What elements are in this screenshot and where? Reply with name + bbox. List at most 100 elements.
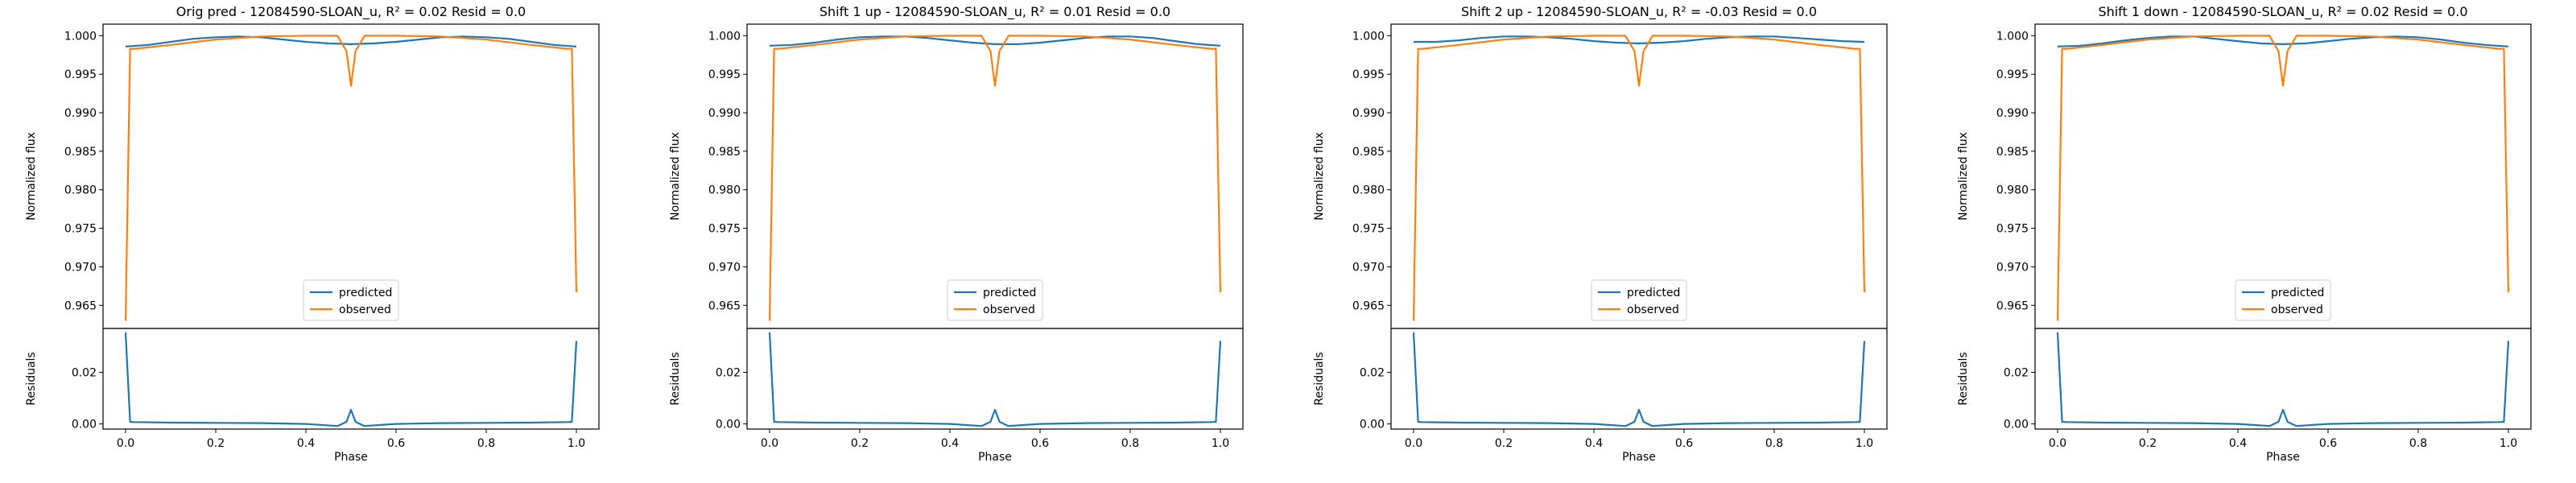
y-tick-label: 0.990: [1352, 107, 1385, 120]
x-tick-label: 0.8: [1765, 437, 1783, 450]
x-axis-label: Phase: [1622, 451, 1656, 464]
y-axis-label: Normalized flux: [669, 132, 682, 221]
x-tick-label: 0.0: [1405, 437, 1422, 450]
y-tick-label: 0.980: [64, 184, 97, 197]
chart-title: Shift 2 up - 12084590-SLOAN_u, R² = -0.0…: [1461, 4, 1817, 20]
x-tick-label: 0.4: [941, 437, 959, 450]
y-tick-label: 1.000: [1996, 30, 2029, 43]
y-tick-label: 0.980: [1352, 184, 1385, 197]
y-tick-label: 0.975: [708, 223, 741, 236]
y-axis-label: Normalized flux: [25, 132, 38, 221]
y-tick-label: 0.970: [708, 261, 741, 274]
series-line-predicted: [769, 35, 1221, 47]
x-tick-label: 0.8: [1121, 437, 1139, 450]
x-tick-label: 1.0: [1856, 437, 1873, 450]
x-tick-label: 1.0: [1212, 437, 1229, 450]
legend: predicted observed: [303, 279, 399, 321]
resid-axes-frame: [2034, 328, 2532, 430]
y-tick-label: 0.985: [1352, 146, 1385, 159]
resid-axes-frame: [102, 328, 600, 430]
y-tick-label: 0.985: [64, 146, 97, 159]
legend: predicted observed: [2235, 279, 2331, 321]
legend-label-predicted: predicted: [1627, 287, 1680, 299]
legend-box: [2235, 279, 2331, 321]
x-axis-label: Phase: [978, 451, 1012, 464]
y-tick-label: 0.995: [1996, 68, 2029, 81]
y-tick-label: 0.995: [708, 68, 741, 81]
x-tick-label: 0.4: [297, 437, 315, 450]
y-tick-label: 0.990: [1996, 107, 2029, 120]
resid-axes-frame: [746, 328, 1244, 430]
resid-y-tick-label: 0.02: [1360, 366, 1385, 379]
x-tick-label: 0.2: [1495, 437, 1513, 450]
chart-title: Orig pred - 12084590-SLOAN_u, R² = 0.02 …: [176, 4, 526, 20]
y-tick-label: 0.980: [708, 184, 741, 197]
series-line-predicted: [2057, 35, 2509, 47]
resid-y-axis-label: Residuals: [1313, 352, 1326, 405]
legend-box: [303, 279, 399, 321]
y-tick-label: 0.985: [708, 146, 741, 159]
legend-label-observed: observed: [1627, 303, 1679, 316]
y-tick-label: 0.965: [1352, 299, 1385, 312]
resid-y-tick-label: 0.00: [716, 419, 741, 431]
legend-label-predicted: predicted: [983, 287, 1036, 299]
resid-y-tick-label: 0.00: [2004, 419, 2029, 431]
legend-label-predicted: predicted: [2271, 287, 2324, 299]
chart-panel-4: Shift 1 down - 12084590-SLOAN_u, R² = 0.…: [1957, 4, 2532, 464]
x-tick-label: 0.4: [1585, 437, 1603, 450]
series-line-observed: [2056, 35, 2510, 321]
chart-panel-2: Shift 1 up - 12084590-SLOAN_u, R² = 0.01…: [669, 4, 1244, 464]
resid-y-tick-label: 0.02: [72, 366, 97, 379]
resid-y-tick-label: 0.02: [716, 366, 741, 379]
y-tick-label: 0.970: [64, 261, 97, 274]
y-axis-label: Normalized flux: [1957, 132, 1970, 221]
resid-y-tick-label: 0.00: [1360, 419, 1385, 431]
resid-y-axis-label: Residuals: [1957, 352, 1970, 405]
x-tick-label: 0.0: [761, 437, 778, 450]
y-tick-label: 0.995: [1352, 68, 1385, 81]
resid-y-axis-label: Residuals: [25, 352, 38, 405]
x-tick-label: 0.4: [2229, 437, 2247, 450]
y-tick-label: 1.000: [1352, 30, 1385, 43]
legend-label-observed: observed: [339, 303, 391, 316]
chart-title: Shift 1 down - 12084590-SLOAN_u, R² = 0.…: [2098, 4, 2467, 20]
x-tick-label: 0.2: [2139, 437, 2157, 450]
x-tick-label: 0.6: [387, 437, 405, 450]
y-tick-label: 1.000: [708, 30, 741, 43]
x-tick-label: 0.8: [2409, 437, 2427, 450]
series-line-residuals: [768, 332, 1222, 427]
x-tick-label: 0.2: [851, 437, 869, 450]
y-tick-label: 0.975: [64, 223, 97, 236]
y-tick-label: 0.990: [64, 107, 97, 120]
legend: predicted observed: [1591, 279, 1687, 321]
legend-label-predicted: predicted: [339, 287, 392, 299]
legend-label-observed: observed: [983, 303, 1035, 316]
x-tick-label: 0.6: [1675, 437, 1693, 450]
series-line-observed: [768, 35, 1222, 321]
y-tick-label: 0.990: [708, 107, 741, 120]
x-tick-label: 0.0: [2049, 437, 2066, 450]
series-line-observed: [1412, 35, 1866, 321]
x-tick-label: 0.6: [2319, 437, 2337, 450]
resid-axes-frame: [1390, 328, 1888, 430]
y-tick-label: 0.970: [1996, 261, 2029, 274]
series-line-residuals: [1412, 332, 1866, 427]
y-tick-label: 0.975: [1996, 223, 2029, 236]
chart-title: Shift 1 up - 12084590-SLOAN_u, R² = 0.01…: [819, 4, 1170, 20]
y-tick-label: 0.980: [1996, 184, 2029, 197]
x-axis-label: Phase: [334, 451, 368, 464]
resid-y-axis-label: Residuals: [669, 352, 682, 405]
x-tick-label: 1.0: [568, 437, 585, 450]
y-tick-label: 0.965: [708, 299, 741, 312]
x-tick-label: 0.2: [207, 437, 225, 450]
chart-panel-3: Shift 2 up - 12084590-SLOAN_u, R² = -0.0…: [1313, 4, 1888, 464]
y-tick-label: 1.000: [64, 30, 97, 43]
legend: predicted observed: [947, 279, 1043, 321]
y-tick-label: 0.985: [1996, 146, 2029, 159]
x-axis-label: Phase: [2266, 451, 2300, 464]
x-tick-label: 0.6: [1031, 437, 1049, 450]
series-line-residuals: [2056, 332, 2510, 427]
legend-box: [1591, 279, 1687, 321]
x-tick-label: 0.0: [117, 437, 134, 450]
